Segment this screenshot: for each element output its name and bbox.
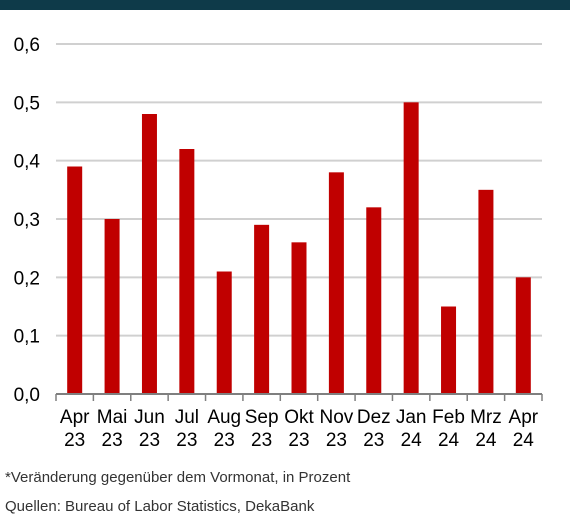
bar xyxy=(179,149,195,394)
x-tick-label-month: Nov xyxy=(319,407,353,428)
x-tick-label-month: Aug xyxy=(207,407,241,428)
bar xyxy=(441,306,457,394)
x-tick-label-year: 23 xyxy=(363,430,384,451)
x-tick-label-year: 24 xyxy=(513,430,535,451)
x-tick-label-year: 23 xyxy=(251,430,272,451)
x-tick-label-year: 23 xyxy=(288,430,309,451)
bar xyxy=(328,172,344,394)
x-tick-label-year: 24 xyxy=(438,430,460,451)
y-tick-label: 0,4 xyxy=(14,152,41,173)
bar xyxy=(515,277,531,394)
x-tick-label-year: 23 xyxy=(176,430,197,451)
x-tick-label-month: Mai xyxy=(97,407,128,428)
x-tick-label-year: 24 xyxy=(401,430,423,451)
x-tick-label-month: Apr xyxy=(60,407,90,428)
bar-chart: 0,00,10,20,30,40,50,6Apr23Mai23Jun23Jul2… xyxy=(14,35,543,451)
y-tick-label: 0,6 xyxy=(14,35,40,56)
bar xyxy=(478,189,494,394)
y-tick-label: 0,1 xyxy=(14,327,40,348)
header-bar xyxy=(0,0,570,10)
bar xyxy=(291,242,307,394)
x-tick-label-year: 24 xyxy=(475,430,497,451)
x-tick-label-month: Jan xyxy=(396,407,427,428)
x-tick-label-month: Okt xyxy=(284,407,314,428)
y-tick-label: 0,0 xyxy=(14,385,40,406)
bar xyxy=(403,102,419,394)
x-tick-label-year: 23 xyxy=(214,430,235,451)
x-tick-label-month: Apr xyxy=(509,407,539,428)
y-tick-label: 0,2 xyxy=(14,268,40,289)
source-note: Quellen: Bureau of Labor Statistics, Dek… xyxy=(5,498,315,515)
bar xyxy=(67,166,83,394)
x-tick-label-year: 23 xyxy=(326,430,347,451)
x-tick-label-year: 23 xyxy=(102,430,123,451)
bar xyxy=(216,271,232,394)
x-tick-label-year: 23 xyxy=(139,430,160,451)
x-tick-label-month: Feb xyxy=(432,407,465,428)
bar xyxy=(141,114,157,394)
y-tick-label: 0,5 xyxy=(14,93,40,114)
x-tick-label-month: Jun xyxy=(134,407,165,428)
bar xyxy=(366,207,382,394)
x-tick-label-month: Dez xyxy=(357,407,391,428)
x-tick-label-month: Jul xyxy=(175,407,199,428)
bar xyxy=(254,224,270,394)
x-tick-label-month: Sep xyxy=(245,407,279,428)
y-tick-label: 0,3 xyxy=(14,210,40,231)
bar xyxy=(104,219,120,394)
x-tick-label-year: 23 xyxy=(64,430,85,451)
footnote: *Veränderung gegenüber dem Vormonat, in … xyxy=(5,469,351,486)
x-tick-label-month: Mrz xyxy=(470,407,502,428)
